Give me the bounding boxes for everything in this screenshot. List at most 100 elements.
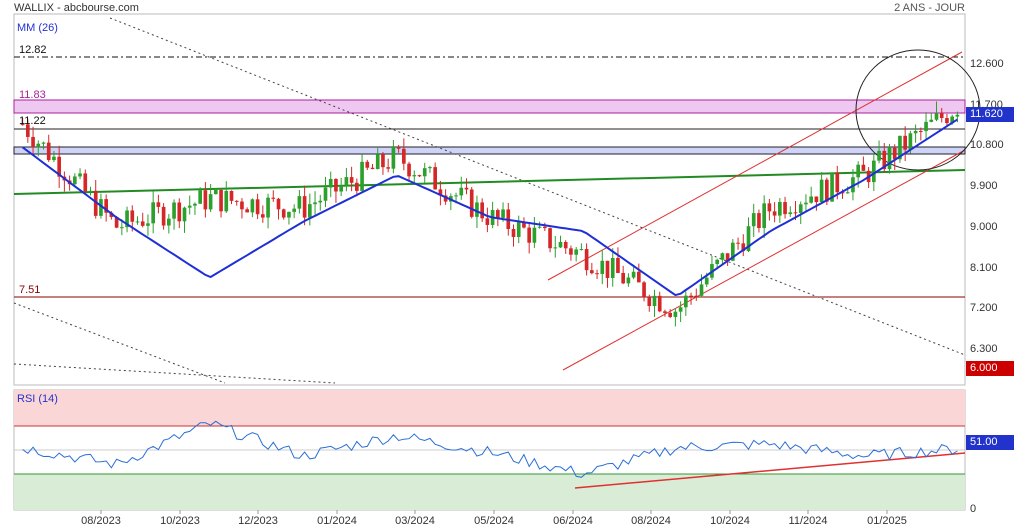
candle-body xyxy=(250,199,255,213)
candle-body xyxy=(271,197,276,199)
channel-lower-line xyxy=(562,149,966,371)
candle-body xyxy=(830,172,834,202)
candle-body xyxy=(522,221,526,228)
candle-body xyxy=(193,203,197,206)
candle-body xyxy=(950,116,954,124)
level-label-11-22: 11.22 xyxy=(19,115,46,127)
candle-body xyxy=(610,258,615,278)
candle-body xyxy=(736,242,740,244)
candle-body xyxy=(955,114,960,117)
candle-body xyxy=(919,130,923,132)
candle-body xyxy=(757,213,761,228)
candle-body xyxy=(328,178,333,188)
price-tick: 8.100 xyxy=(970,262,998,274)
candle-body xyxy=(475,202,479,217)
candle-body xyxy=(569,248,573,255)
candle-body xyxy=(130,210,135,222)
x-tick-label: 11/2024 xyxy=(788,515,828,527)
candle-body xyxy=(245,209,249,213)
candle-body xyxy=(527,227,531,243)
candle-body xyxy=(496,210,500,218)
x-tick-label: 08/2023 xyxy=(81,515,121,527)
channel-upper-line xyxy=(547,51,963,281)
candle-body xyxy=(616,258,620,273)
candle-body xyxy=(668,312,672,317)
x-tick-label: 01/2025 xyxy=(867,515,907,527)
candle-body xyxy=(219,189,223,212)
candle-body xyxy=(704,277,709,285)
candle-body xyxy=(945,118,949,124)
candle-body xyxy=(840,192,845,194)
candle-body xyxy=(872,160,876,183)
candle-body xyxy=(882,150,887,170)
candle-body xyxy=(266,197,270,218)
candle-body xyxy=(438,189,443,196)
candle-body xyxy=(898,135,902,160)
candle-body xyxy=(825,179,829,202)
candle-body xyxy=(861,164,866,171)
candle-body xyxy=(543,226,547,229)
candle-body xyxy=(485,218,490,225)
candle-body xyxy=(261,214,265,218)
candle-body xyxy=(501,209,505,218)
indicator-label: MM (26) xyxy=(17,22,58,34)
candle-body xyxy=(93,190,98,216)
candle-body xyxy=(908,133,913,150)
candle-body xyxy=(642,282,646,298)
candle-body xyxy=(26,124,30,137)
candle-body xyxy=(600,260,605,274)
candle-body xyxy=(877,150,881,161)
candle-body xyxy=(684,295,688,308)
candle-body xyxy=(579,249,584,251)
candle-body xyxy=(140,221,145,226)
level-label-11-83: 11.83 xyxy=(19,89,46,101)
candle-body xyxy=(287,211,291,218)
candle-body xyxy=(386,167,390,169)
candle-body xyxy=(224,190,229,212)
candle-body xyxy=(198,190,202,204)
candle-body xyxy=(428,167,432,169)
candle-body xyxy=(370,167,375,170)
candle-body xyxy=(548,228,552,249)
candle-body xyxy=(563,242,568,249)
candle-body xyxy=(214,189,218,195)
candle-body xyxy=(574,249,578,255)
candle-body xyxy=(663,311,667,313)
candle-body xyxy=(172,202,176,219)
candle-body xyxy=(114,217,119,228)
candle-body xyxy=(31,136,35,148)
x-tick-label: 10/2023 xyxy=(160,515,200,527)
candle-body xyxy=(772,211,777,216)
candle-body xyxy=(934,113,939,120)
candle-body xyxy=(856,164,860,178)
candle-body xyxy=(240,201,244,210)
candle-body xyxy=(135,221,140,223)
candle-body xyxy=(146,223,150,226)
candle-body xyxy=(511,228,516,237)
candle-body xyxy=(537,226,542,228)
rsi-oversold-zone xyxy=(14,474,965,510)
candle-body xyxy=(459,187,464,196)
candle-body xyxy=(762,203,766,228)
candle-body xyxy=(621,272,625,284)
candle-body xyxy=(109,212,114,218)
price-tick: 12.600 xyxy=(970,58,1004,70)
candle-body xyxy=(939,113,944,119)
chart-title: WALLIX - abcbourse.com xyxy=(14,2,139,14)
candle-body xyxy=(558,242,563,248)
candle-body xyxy=(308,204,312,218)
candle-body xyxy=(887,147,892,170)
candle-body xyxy=(699,284,704,296)
candle-body xyxy=(20,124,25,126)
candle-body xyxy=(433,167,437,190)
x-tick-label: 01/2024 xyxy=(317,515,357,527)
candle-body xyxy=(334,178,338,192)
candle-body xyxy=(469,189,474,217)
candle-body xyxy=(783,202,787,215)
rsi-label: RSI (14) xyxy=(17,393,58,405)
candle-body xyxy=(694,295,699,297)
candle-body xyxy=(365,161,370,168)
candle-body xyxy=(652,295,657,307)
candle-body xyxy=(443,195,448,202)
